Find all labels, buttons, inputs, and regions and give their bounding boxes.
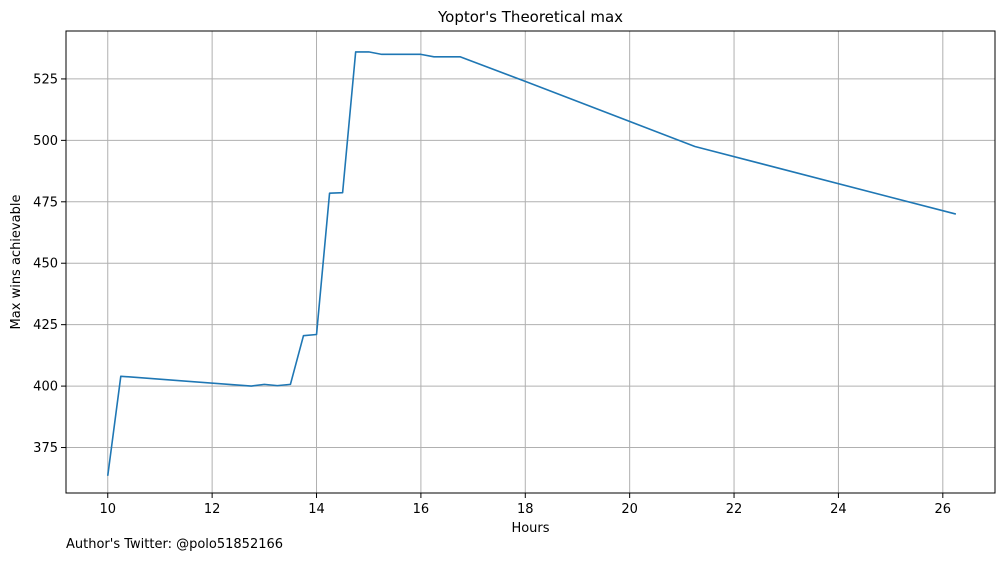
x-tick-label: 16 xyxy=(413,502,430,517)
y-tick-label: 375 xyxy=(33,441,58,456)
x-tick-label: 10 xyxy=(99,502,116,517)
y-tick-label: 525 xyxy=(33,72,58,87)
y-axis-label: Max wins achievable xyxy=(9,195,24,330)
y-tick-label: 500 xyxy=(33,134,58,149)
x-tick-label: 12 xyxy=(204,502,221,517)
series-line xyxy=(106,51,957,476)
series-layer xyxy=(106,51,957,476)
y-tick-label: 475 xyxy=(33,195,58,210)
x-axis-label: Hours xyxy=(511,521,549,536)
y-tick-label: 400 xyxy=(33,380,58,395)
x-tick-label: 18 xyxy=(517,502,534,517)
y-tick-label: 450 xyxy=(33,257,58,272)
y-tick-label: 425 xyxy=(33,318,58,333)
x-tick-label: 26 xyxy=(935,502,952,517)
x-tick-label: 20 xyxy=(621,502,638,517)
author-credit: Author's Twitter: @polo51852166 xyxy=(66,537,284,552)
x-tick-label: 14 xyxy=(308,502,325,517)
x-tick-label: 24 xyxy=(830,502,847,517)
axis-ticks: 10 12 14 16 18 20 22 24 26 375 400 425 450 475 500 525 xyxy=(33,72,951,517)
chart-title: Yoptor's Theoretical max xyxy=(437,8,623,26)
grid xyxy=(66,31,995,493)
x-tick-label: 22 xyxy=(726,502,743,517)
plot-frame xyxy=(65,30,996,494)
